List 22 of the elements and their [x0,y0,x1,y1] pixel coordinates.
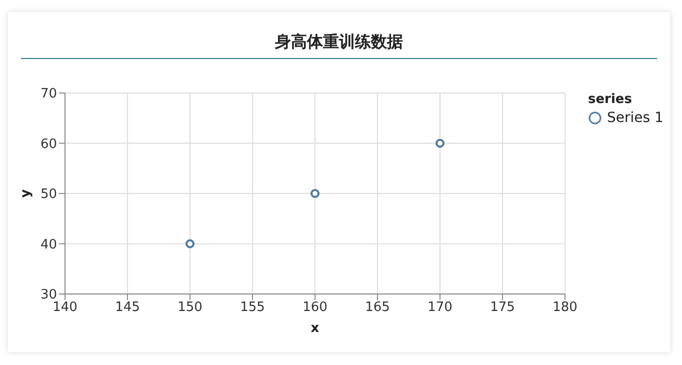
y-tick-label: 70 [40,86,57,102]
point [310,189,320,198]
x-tick-label: 160 [302,300,328,316]
point [186,239,194,248]
x-tick-label: 165 [365,300,390,316]
x-tick-label: 175 [490,300,515,316]
point [436,138,444,148]
y-tick-label: 50 [40,187,57,202]
y-tick-label: 30 [40,288,57,303]
x-tick-label: 150 [178,300,202,316]
x-tick-label: 145 [115,300,140,316]
y-axis-title: y [18,188,34,198]
y-tick-label: 60 [40,136,57,152]
x-axis-title: x [310,321,320,336]
x-tick-label: 140 [52,300,78,316]
legend-title: series [588,92,633,107]
chart-title: 身高体重训练数据 [21,12,657,59]
x-tick-label: 180 [552,300,578,316]
y-tick-label: 40 [40,237,57,252]
legend-label: Series 1 [607,110,664,126]
x-tick-label: 170 [428,300,452,316]
x-tick-label: 155 [240,300,265,316]
